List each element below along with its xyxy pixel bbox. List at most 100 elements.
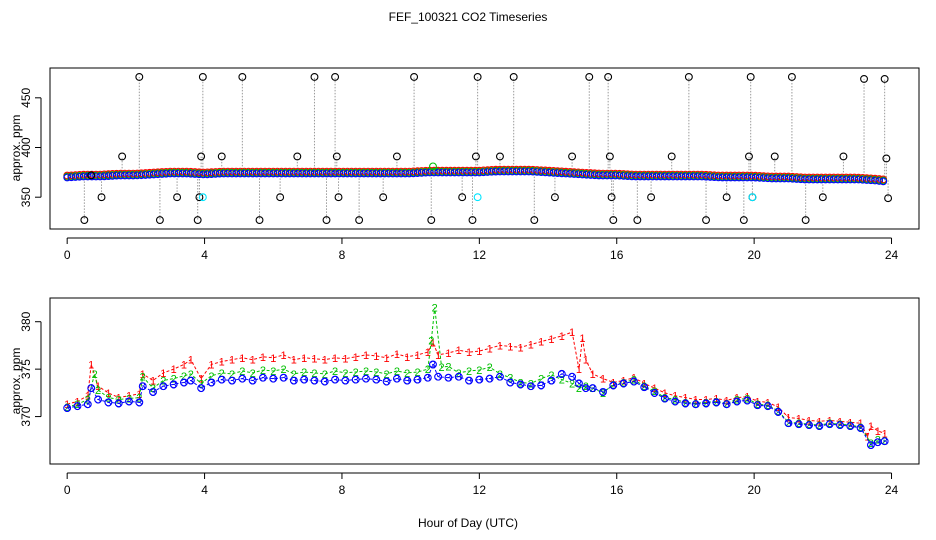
top-point-series3 — [384, 169, 393, 178]
top-point-series3 — [108, 172, 117, 180]
bottom-point-series2: 2 — [171, 374, 177, 386]
top-point-series3 — [875, 177, 884, 185]
top-outlier-point — [818, 193, 827, 202]
bottom-point-series2: 2 — [150, 383, 156, 395]
bottom-point-series2: 2 — [631, 375, 637, 387]
bottom-point-circle — [217, 375, 226, 384]
bottom-point-series1: 1 — [559, 331, 565, 343]
bottom-y-tick-label: 370 — [19, 406, 33, 426]
bottom-point-series3: 3 — [497, 372, 503, 384]
bottom-point-circle — [403, 376, 412, 385]
top-point-series3 — [821, 175, 830, 184]
bottom-point-series2: 2 — [518, 377, 524, 389]
bottom-point-series1: 1 — [827, 415, 833, 427]
bottom-point-circle — [537, 381, 546, 390]
bottom-point-series1: 1 — [785, 413, 791, 425]
bottom-point-series1: 1 — [868, 421, 874, 433]
bottom-point-circle — [125, 397, 133, 406]
bottom-point-circle — [259, 373, 267, 382]
top-x-tick-label: 16 — [610, 248, 624, 262]
bottom-point-circle — [712, 398, 721, 407]
bottom-point-series3: 3 — [384, 376, 390, 388]
top-point-series3 — [718, 173, 727, 182]
bottom-point-series1: 1 — [631, 373, 637, 385]
bottom-point-series3: 3 — [435, 372, 441, 384]
top-point-series3 — [582, 170, 591, 179]
top-point-series3 — [314, 169, 323, 178]
bottom-x-tick-label: 24 — [885, 483, 899, 497]
bottom-point-circle — [743, 396, 752, 405]
bottom-point-circle — [609, 381, 618, 390]
bottom-point-circle — [794, 420, 803, 429]
bottom-point-circle — [169, 380, 178, 389]
bottom-point-series3: 3 — [755, 400, 761, 412]
bottom-point-series3: 3 — [875, 437, 881, 449]
bottom-point-series2: 2 — [404, 368, 410, 380]
bottom-point-series1: 1 — [548, 334, 554, 346]
bottom-point-series2: 2 — [713, 396, 719, 408]
top-point-series3 — [520, 167, 529, 176]
top-outlier-point — [604, 72, 613, 81]
top-point-series3 — [409, 169, 418, 178]
top-green-point — [429, 162, 437, 171]
top-point-series3 — [483, 168, 492, 176]
bottom-point-series3: 3 — [250, 376, 256, 388]
bottom-point-series1: 1 — [353, 352, 359, 364]
bottom-point-series2: 2 — [208, 371, 214, 383]
top-point-series3 — [553, 169, 562, 177]
bottom-x-tick-label: 8 — [339, 483, 346, 497]
bottom-series-line — [67, 307, 885, 444]
top-x-tick-label: 20 — [747, 248, 761, 262]
top-x-tick-label: 24 — [885, 248, 899, 262]
top-point-series3 — [236, 169, 245, 178]
bottom-point-series1: 1 — [713, 394, 719, 406]
top-x-tick-label: 0 — [64, 248, 71, 262]
bottom-point-series1: 1 — [342, 354, 348, 366]
top-outlier-point — [882, 154, 891, 163]
bottom-point-series2: 2 — [74, 399, 80, 411]
top-point-series3 — [199, 170, 208, 179]
bottom-point-series3: 3 — [74, 401, 80, 413]
bottom-point-series3: 3 — [64, 403, 70, 415]
top-outlier-point — [585, 72, 594, 81]
top-point-series3 — [355, 169, 364, 178]
top-point-series3 — [339, 169, 348, 178]
bottom-point-series3: 3 — [198, 383, 204, 395]
bottom-point-series1: 1 — [864, 431, 870, 443]
bottom-point-series1: 1 — [734, 393, 740, 405]
top-point-series3 — [63, 173, 72, 182]
bottom-point-circle — [392, 374, 401, 383]
top-point-series3 — [228, 169, 236, 178]
bottom-point-series3: 3 — [806, 420, 812, 432]
top-point-series3 — [368, 169, 377, 178]
bottom-point-series1: 1 — [590, 369, 596, 381]
bottom-point-series1: 1 — [583, 355, 589, 367]
bottom-point-series3: 3 — [583, 383, 589, 395]
bottom-point-series1: 1 — [641, 378, 647, 390]
top-point-series3 — [491, 167, 500, 176]
bottom-point-series2: 2 — [466, 366, 472, 378]
top-point-series3 — [294, 169, 302, 178]
bottom-point-circle — [114, 399, 123, 408]
bottom-point-series2: 2 — [301, 367, 307, 379]
bottom-point-series1: 1 — [394, 349, 400, 361]
bottom-point-series3: 3 — [631, 376, 637, 388]
bottom-point-circle — [846, 422, 855, 431]
bottom-point-series2: 2 — [734, 394, 740, 406]
top-outlier-point — [496, 152, 504, 161]
top-point-series3 — [401, 169, 410, 178]
bottom-point-series3: 3 — [116, 398, 122, 410]
top-point-series3 — [71, 173, 80, 181]
top-outlier-point — [276, 193, 285, 202]
bottom-point-series1: 1 — [497, 340, 503, 352]
bottom-point-circle — [722, 400, 731, 409]
top-point-series3 — [500, 167, 508, 176]
bottom-point-circle — [351, 375, 360, 384]
bottom-point-series2: 2 — [875, 434, 881, 446]
top-point-series3 — [413, 169, 422, 177]
top-point-series3 — [364, 169, 372, 178]
top-outlier-point — [87, 171, 96, 180]
bottom-x-axis: 0 4 8 12 16 20 24 — [64, 472, 899, 497]
top-point-series3 — [298, 169, 306, 178]
top-point-series3 — [261, 169, 269, 178]
